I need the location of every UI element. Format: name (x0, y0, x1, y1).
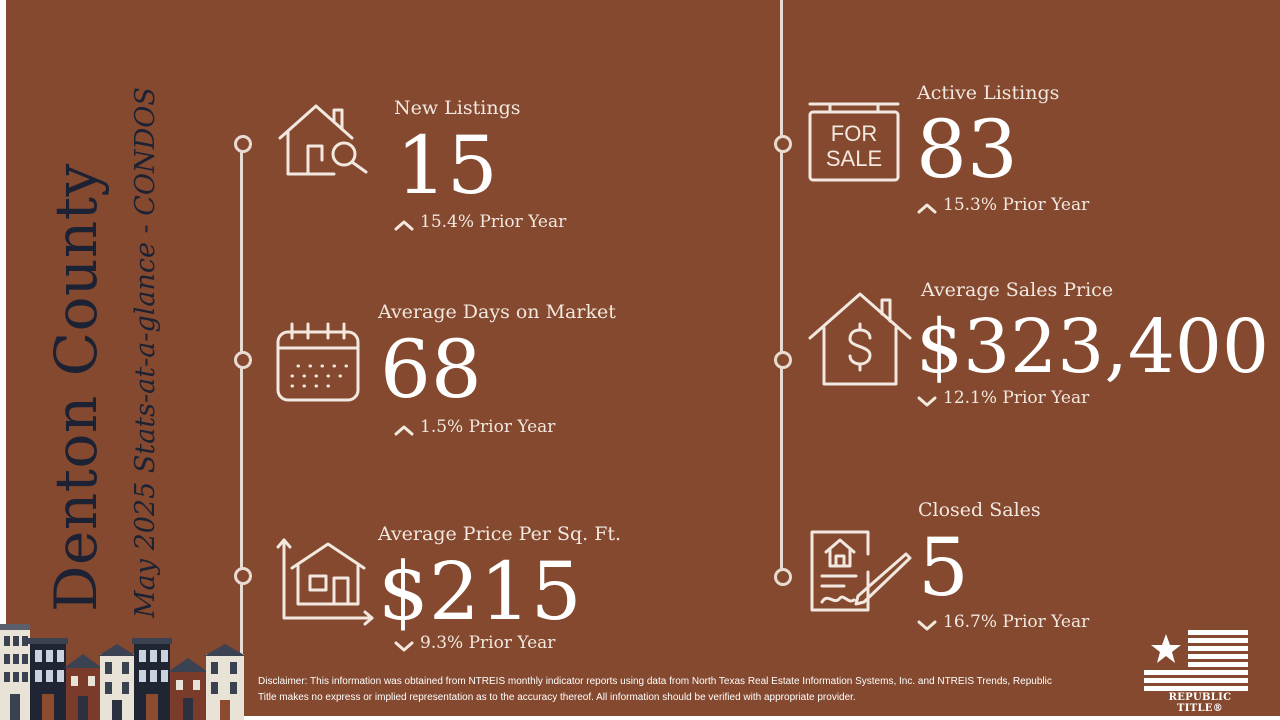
left-timeline (240, 140, 243, 720)
stat-label-new-listings: New Listings (394, 97, 521, 119)
stat-label-avg-sales-price: Average Sales Price (921, 279, 1114, 301)
stat-change-text: 16.7% Prior Year (943, 612, 1090, 632)
stat-change-closed-sales: 16.7% Prior Year (917, 612, 1089, 632)
for-sale-sign-icon: FOR SALE (808, 100, 900, 182)
stat-value-avg-sales-price: $323,400 (916, 304, 1270, 390)
flag-star-icon (1144, 630, 1252, 706)
stat-change-text: 1.5% Prior Year (420, 417, 556, 437)
house-measure-icon (276, 538, 374, 626)
signed-document-icon (808, 530, 912, 612)
calendar-icon (276, 322, 360, 402)
stat-change-new-listings: 15.4% Prior Year (394, 212, 566, 232)
stat-value-avg-days-on-market: 68 (380, 323, 482, 416)
stat-change-text: 12.1% Prior Year (943, 388, 1090, 408)
stat-change-text: 15.3% Prior Year (943, 195, 1090, 215)
chevron-up-icon (394, 421, 414, 436)
townhouses-illustration (0, 620, 246, 720)
stat-label-active-listings: Active Listings (917, 82, 1060, 104)
report-subtitle: May 2025 Stats-at-a-glance - CONDOS (130, 87, 161, 618)
house-dollar-icon (808, 292, 912, 386)
stat-label-avg-price-per-sqft: Average Price Per Sq. Ft. (378, 523, 622, 545)
chevron-down-icon (917, 392, 937, 407)
stat-value-avg-price-per-sqft: $215 (378, 545, 582, 638)
sign-line-2: SALE (825, 146, 883, 171)
disclaimer-text: Disclaimer: This information was obtaine… (258, 676, 1052, 703)
chevron-up-icon (394, 216, 414, 231)
sign-line-1: FOR (830, 121, 878, 146)
stat-change-avg-price-per-sqft: 9.3% Prior Year (394, 633, 555, 653)
stat-change-text: 15.4% Prior Year (420, 212, 567, 232)
stats-panel (6, 0, 1280, 716)
timeline-dot (774, 351, 792, 369)
stat-value-closed-sales: 5 (918, 521, 969, 614)
timeline-dot (774, 135, 792, 153)
stat-value-new-listings: 15 (396, 119, 498, 212)
stat-label-avg-days-on-market: Average Days on Market (378, 301, 616, 323)
timeline-dot (234, 567, 252, 585)
county-title: Denton County (42, 163, 110, 612)
stat-change-text: 9.3% Prior Year (420, 633, 556, 653)
stat-change-active-listings: 15.3% Prior Year (917, 195, 1089, 215)
stat-change-avg-days-on-market: 1.5% Prior Year (394, 417, 555, 437)
timeline-dot (234, 135, 252, 153)
stat-value-active-listings: 83 (916, 103, 1018, 196)
chevron-down-icon (917, 616, 937, 631)
timeline-dot (774, 568, 792, 586)
stat-change-avg-sales-price: 12.1% Prior Year (917, 388, 1089, 408)
stat-label-closed-sales: Closed Sales (918, 499, 1041, 521)
house-search-icon (276, 100, 372, 178)
company-logo-text: REPUBLIC TITLE® (1168, 692, 1232, 714)
timeline-dot (234, 351, 252, 369)
chevron-down-icon (394, 637, 414, 652)
right-timeline (780, 0, 783, 578)
chevron-up-icon (917, 199, 937, 214)
